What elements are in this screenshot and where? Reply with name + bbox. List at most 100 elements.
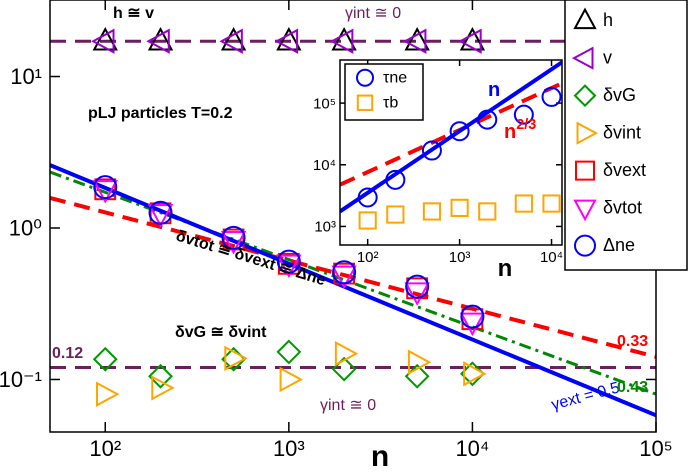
legend-label: v [603,48,612,68]
data-point [404,282,430,306]
data-point [513,104,534,125]
legend-marker [573,7,597,30]
legend-label: τne [383,70,407,87]
data-point [514,194,533,213]
data-point [331,356,357,382]
x-tick-label: 10³ [273,436,305,461]
legend-marker [575,160,595,181]
annotation: γint ≅ 0 [320,397,376,414]
y-tick-label: 10⁻¹ [0,367,42,392]
data-point [220,27,247,51]
data-point [459,312,486,337]
data-point [274,28,299,54]
annotation: 0.33 [617,333,648,350]
data-point [279,366,304,393]
data-point [478,202,497,221]
data-point [358,211,377,230]
fit-line [340,81,562,187]
annotation: pLJ particles T=0.2 [88,105,233,122]
data-point [276,254,302,279]
legend-label: h [603,10,613,30]
data-point [148,363,173,389]
data-point [458,28,482,54]
annotation: 0.12 [52,345,83,362]
annotation: δvG ≅ δvint [175,324,267,341]
annotation: γint ≅ 0 [345,5,401,22]
data-point [93,175,118,200]
data-point [96,381,120,407]
legend-label: δvG [603,85,636,105]
legend-marker [573,199,597,222]
data-point [542,194,561,213]
data-point [147,204,174,228]
data-point [91,28,115,54]
legend-marker [356,68,374,87]
data-point [332,260,357,285]
legend-label: δvtot [603,198,642,218]
y-tick-label: 10⁰ [9,216,42,241]
data-point [147,27,174,51]
data-point [92,180,118,204]
legend-marker [573,84,597,108]
data-point [449,121,470,142]
data-point [146,28,170,54]
data-point [331,27,357,51]
x-tick-label: 10⁴ [540,249,563,266]
legend-marker [574,234,596,257]
data-point [450,198,469,217]
annotation: n2/3 [504,117,536,143]
legend-label: δvint [603,123,641,143]
data-point [276,249,301,274]
data-point [386,205,405,224]
data-point [407,349,432,375]
annotation: n [488,79,500,101]
data-point [221,225,246,250]
data-point [404,27,430,51]
x-tick-label: 10⁵ [639,436,673,461]
x-tick-label: 10² [357,249,379,266]
y-tick-label: 10¹ [10,64,42,89]
annotation: h ≅ v [113,5,154,22]
data-point [329,28,354,54]
data-point [148,200,173,225]
legend-label: Δne [603,235,635,255]
y-tick-label: 10³ [314,219,336,236]
x-axis-label: n [371,440,389,473]
data-point [422,202,442,221]
data-point [477,109,498,130]
data-point [460,304,485,329]
legend-label: δvext [603,160,646,180]
data-point [331,265,357,290]
data-point [276,27,302,51]
fit-line [340,60,562,214]
legend-box [564,0,688,271]
data-point [224,345,248,371]
y-tick-label: 10⁵ [313,95,336,112]
data-point [541,86,562,107]
legend-marker [356,94,374,111]
y-tick-label: 10⁴ [313,157,336,174]
data-point [92,346,118,372]
data-point [219,28,243,54]
data-point [385,169,406,190]
data-point [459,27,486,51]
legend-label: τb [383,95,398,112]
data-point [357,187,378,208]
x-tick-label: 10³ [449,249,471,266]
frame [339,59,563,246]
data-point [92,27,118,51]
x-axis-label: n [498,255,513,282]
data-point [276,339,302,365]
data-point [405,274,430,299]
x-tick-label: 10⁴ [455,436,489,461]
data-point [334,341,359,367]
data-point [463,361,487,387]
data-point [421,140,442,161]
data-point [402,28,427,54]
legend-marker [571,46,594,70]
legend-marker [576,121,599,145]
data-point [220,231,247,255]
x-tick-label: 10² [89,436,121,461]
annotation: 0.43 [617,379,648,396]
